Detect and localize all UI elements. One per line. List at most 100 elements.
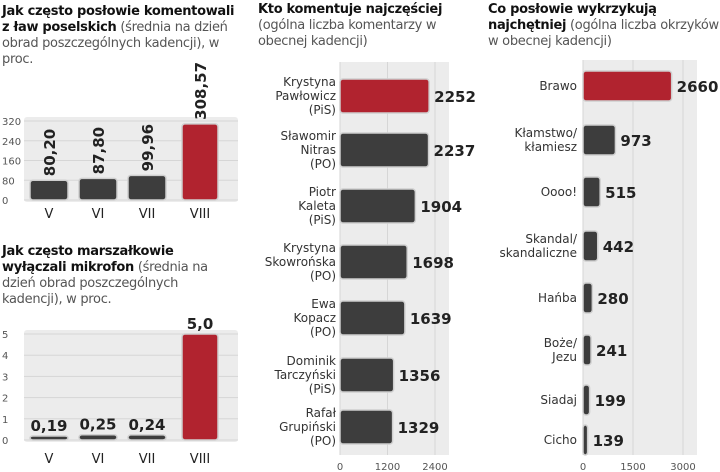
data-label: 87,80 — [90, 127, 108, 174]
data-label: 973 — [620, 132, 651, 150]
bar — [582, 230, 599, 262]
category-label: Tarczyński — [273, 368, 336, 382]
bar — [582, 124, 617, 156]
bar — [582, 176, 601, 208]
y-tick-label: 2 — [2, 394, 8, 405]
category-label: (PO) — [310, 325, 336, 339]
x-tick-label: 1500 — [620, 462, 645, 472]
category-label: Krystyna — [283, 75, 336, 89]
category-label: Dominik — [287, 354, 337, 368]
data-label: 99,96 — [139, 124, 157, 171]
category-label: (PO) — [310, 157, 336, 171]
bar — [582, 282, 594, 314]
bar — [78, 433, 118, 441]
bar — [582, 334, 592, 366]
category-label: Boże/ — [544, 336, 578, 350]
category-label: Kopacz — [294, 311, 336, 325]
bar — [582, 70, 673, 102]
category-label: Hańba — [538, 291, 577, 305]
category-label: VI — [92, 452, 105, 467]
category-label: Siadaj — [540, 393, 577, 407]
category-label: Sławomir — [281, 129, 337, 143]
category-label: Brawo — [539, 79, 577, 93]
y-tick-label: 5 — [2, 330, 8, 341]
x-tick-label: 0 — [337, 462, 343, 472]
bar — [29, 435, 69, 441]
data-label: 241 — [596, 342, 627, 360]
category-label: Cicho — [544, 433, 577, 447]
category-label: VIII — [190, 452, 210, 467]
data-label: 1639 — [410, 310, 452, 328]
category-label: skandaliczne — [500, 246, 577, 260]
data-label: 1904 — [420, 198, 462, 216]
bar — [78, 177, 118, 201]
bar — [582, 424, 589, 456]
bar — [339, 132, 430, 168]
category-label: Ewa — [311, 297, 336, 311]
chart4-title: Co posłowie wykrzykują najchętniej (ogól… — [488, 2, 719, 49]
category-label: VIII — [190, 207, 210, 222]
category-label: Oooo! — [541, 185, 577, 199]
category-label: Skandal/ — [525, 232, 578, 246]
bar — [339, 409, 394, 445]
bar — [339, 357, 395, 393]
data-label: 2252 — [434, 88, 476, 106]
category-label: Grupiński — [279, 420, 336, 434]
data-label: 280 — [597, 290, 628, 308]
data-label: 1698 — [412, 254, 454, 272]
bar — [339, 188, 417, 224]
data-label: 2660 — [677, 78, 719, 96]
data-label: 80,20 — [41, 129, 59, 176]
category-label: Rafał — [306, 406, 337, 420]
data-label: 199 — [595, 392, 626, 410]
bar — [339, 300, 406, 336]
data-label: 0,24 — [128, 416, 165, 434]
data-label: 139 — [593, 432, 624, 450]
category-label: VI — [92, 207, 105, 222]
x-tick-label: 0 — [580, 462, 586, 472]
x-tick-label: 1200 — [375, 462, 400, 472]
category-label: V — [45, 452, 54, 467]
x-tick-label: 2400 — [422, 462, 447, 472]
category-label: Krystyna — [283, 241, 336, 255]
bar — [127, 434, 167, 441]
y-tick-label: 3 — [2, 372, 8, 383]
category-label: (PiS) — [309, 382, 336, 396]
data-label: 1329 — [398, 419, 440, 437]
y-tick-label: 1 — [2, 415, 8, 426]
category-label: VII — [139, 452, 156, 467]
category-label: (PiS) — [309, 103, 336, 117]
bar — [582, 384, 591, 416]
category-label: (PO) — [310, 269, 336, 283]
data-label: 442 — [603, 238, 634, 256]
data-label: 0,19 — [30, 417, 67, 435]
category-label: V — [45, 207, 54, 222]
category-label: Nitras — [300, 143, 336, 157]
y-tick-label: 320 — [2, 117, 21, 128]
chart2-title: Jak często marszałkowie wyłączali mikrof… — [2, 244, 208, 307]
bar — [181, 123, 219, 201]
data-label: 1356 — [399, 367, 441, 385]
category-label: (PiS) — [309, 213, 336, 227]
bar — [339, 78, 430, 114]
category-label: Kaleta — [298, 199, 336, 213]
data-label: 308,57 — [192, 62, 210, 120]
chart1-title: Jak często posłowie komentowali z ław po… — [2, 4, 235, 67]
y-tick-label: 160 — [2, 157, 21, 168]
data-label: 0,25 — [79, 416, 116, 434]
y-tick-label: 240 — [2, 137, 21, 148]
y-tick-label: 0 — [2, 196, 8, 207]
category-label: Kłamstwo/ — [515, 126, 578, 140]
category-label: kłamiesz — [524, 140, 577, 154]
bar — [339, 244, 408, 280]
category-label: VII — [139, 207, 156, 222]
bar — [181, 333, 219, 441]
data-label: 5,0 — [187, 315, 214, 333]
chart3-title: Kto komentuje najczęściej (ogólna liczba… — [258, 2, 443, 49]
y-tick-label: 80 — [2, 176, 15, 187]
category-label: Pawłowicz — [275, 89, 336, 103]
category-label: Skowrońska — [265, 255, 336, 269]
category-label: (PO) — [310, 434, 336, 448]
category-label: Jezu — [551, 350, 577, 364]
